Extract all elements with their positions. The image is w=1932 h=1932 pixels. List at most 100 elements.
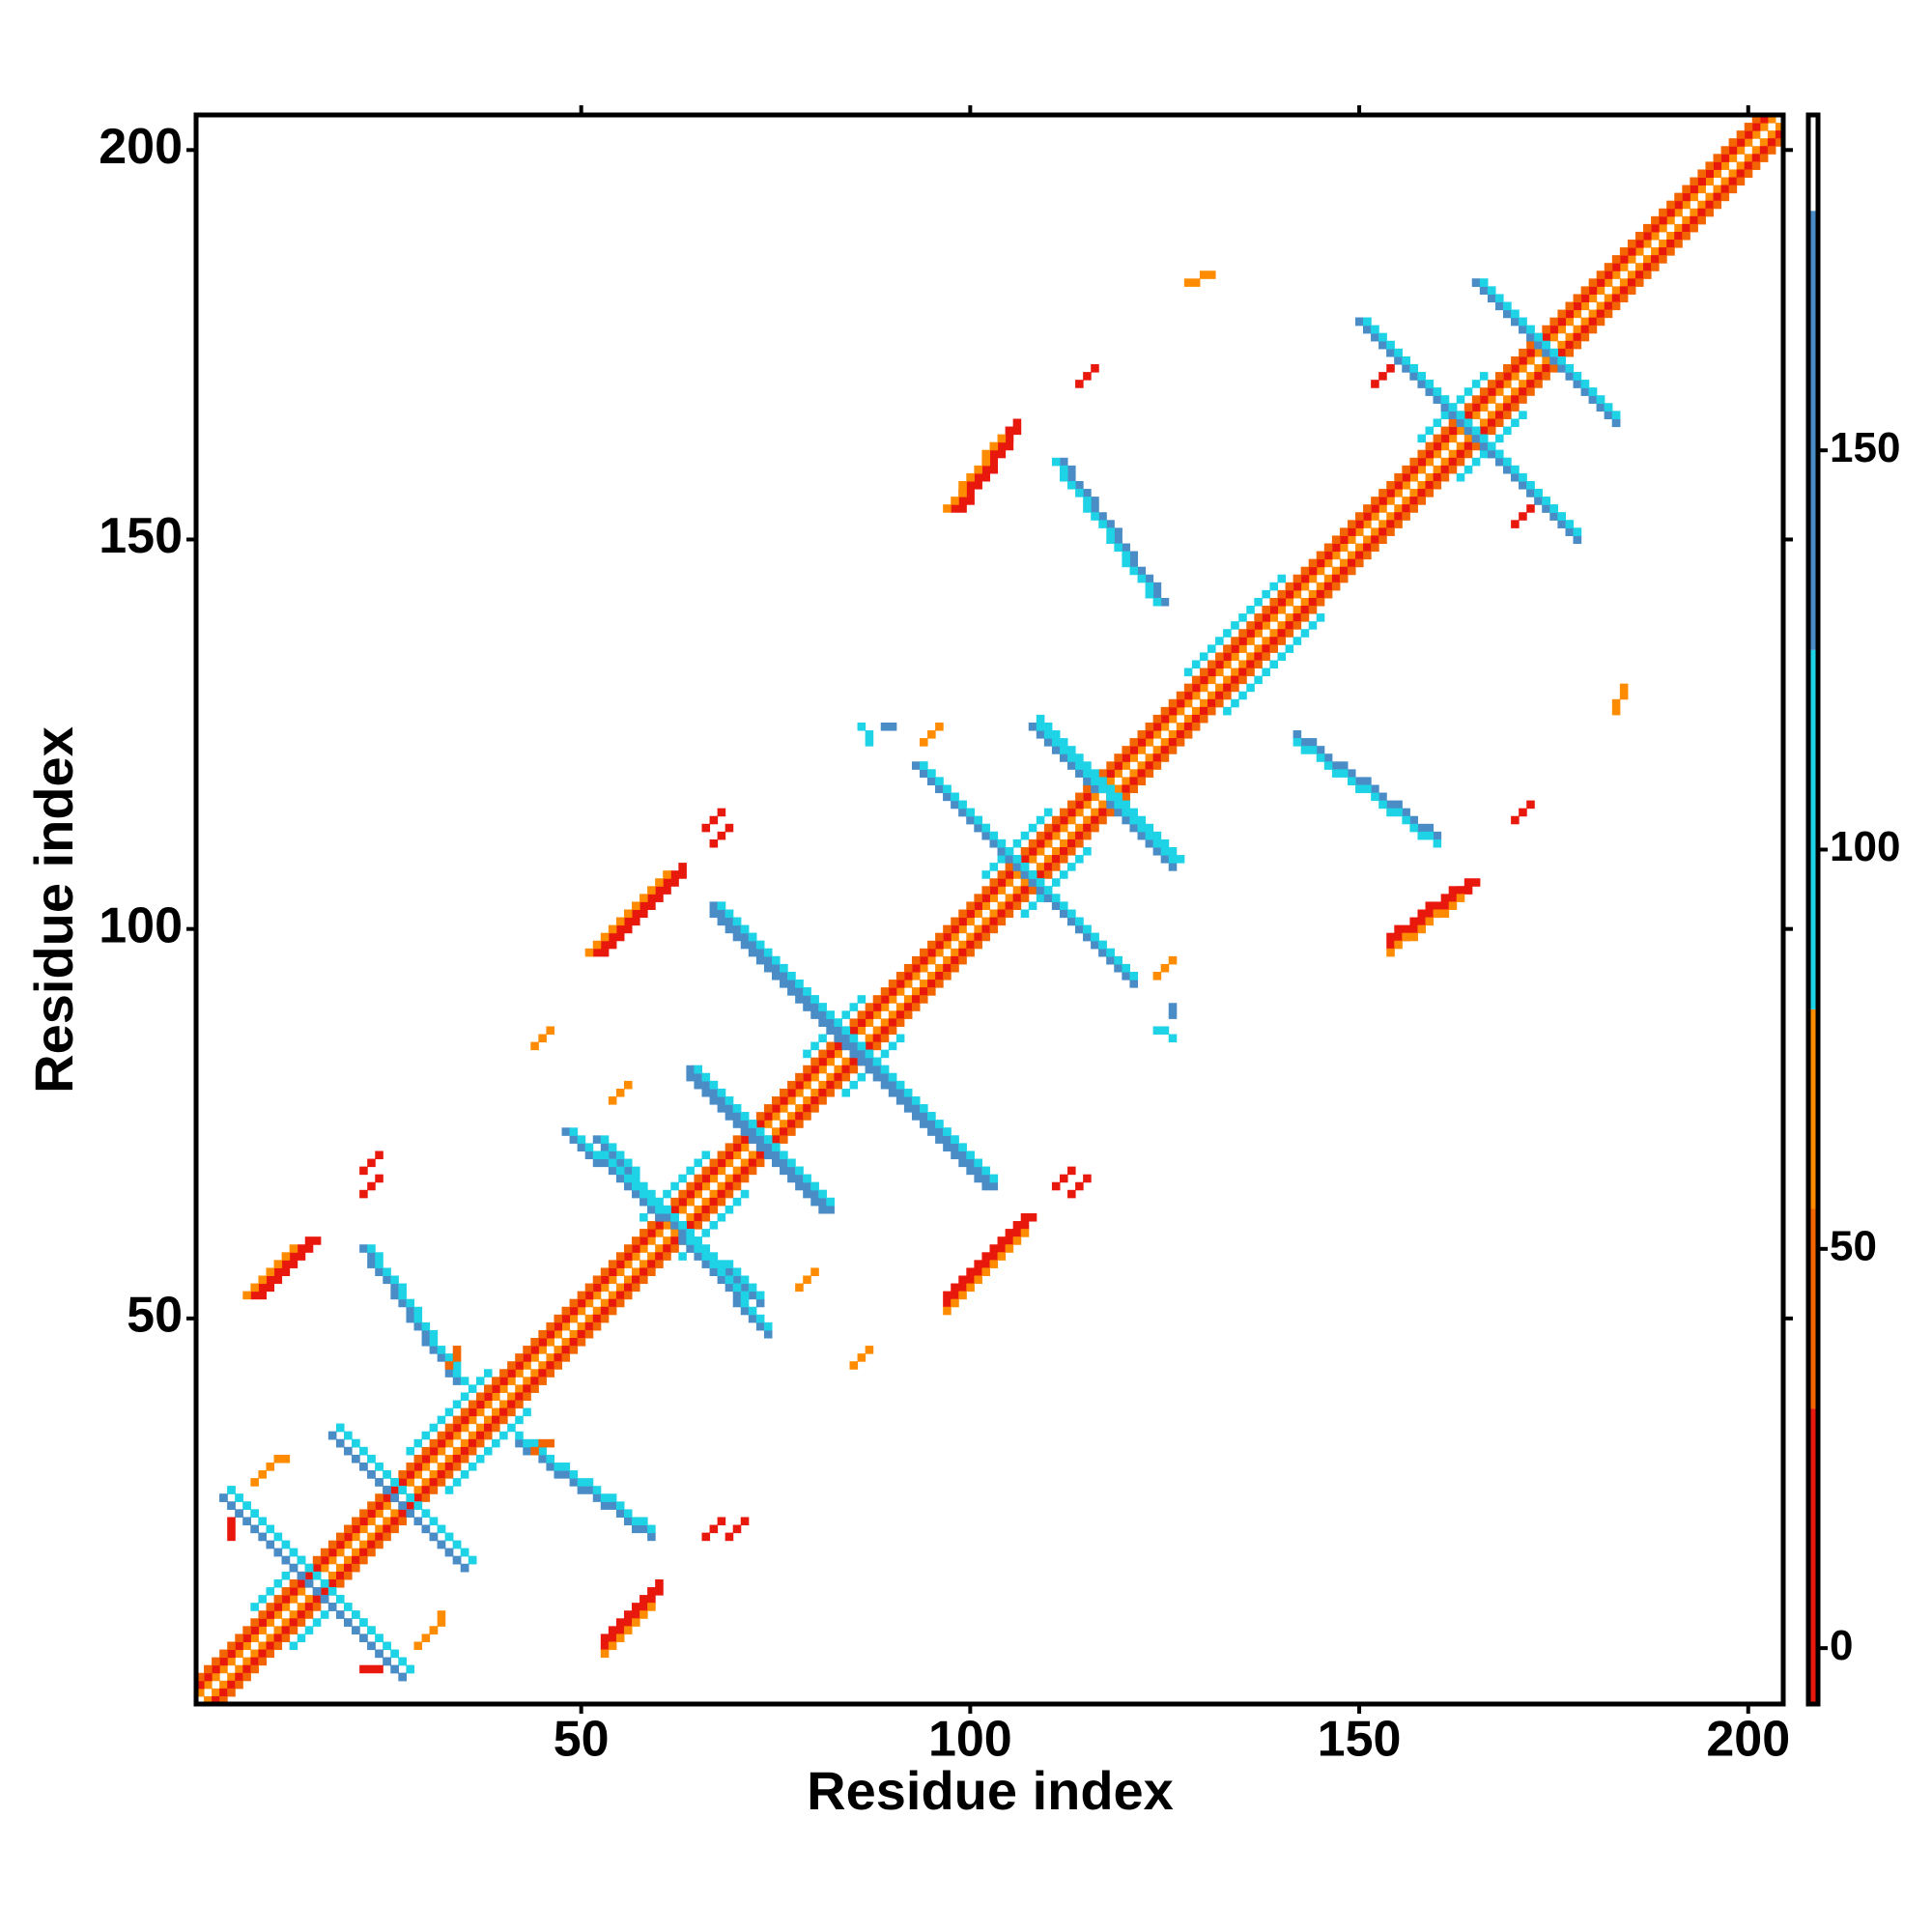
cell bbox=[686, 1065, 695, 1074]
cell bbox=[732, 1151, 742, 1160]
cell bbox=[1323, 558, 1333, 568]
cell bbox=[981, 901, 990, 910]
cell bbox=[1083, 769, 1092, 778]
cell bbox=[1697, 169, 1706, 179]
cell bbox=[755, 955, 765, 965]
cell bbox=[1619, 286, 1629, 295]
cell bbox=[1651, 215, 1660, 225]
cell bbox=[561, 1353, 571, 1362]
cell bbox=[1293, 574, 1302, 583]
cell bbox=[1720, 177, 1730, 186]
cell bbox=[1020, 1221, 1030, 1230]
cell bbox=[1565, 520, 1575, 528]
cell bbox=[1254, 629, 1263, 638]
cell bbox=[1440, 426, 1450, 436]
cell bbox=[1091, 823, 1099, 833]
cell bbox=[632, 1524, 640, 1534]
cell bbox=[623, 1260, 633, 1268]
cell bbox=[1246, 660, 1255, 669]
cell bbox=[1713, 192, 1722, 202]
cell bbox=[375, 1509, 384, 1518]
cell bbox=[740, 1143, 750, 1151]
cell bbox=[647, 886, 656, 895]
cell bbox=[951, 504, 959, 513]
cell bbox=[196, 1672, 205, 1682]
cell bbox=[834, 1034, 842, 1043]
cell bbox=[1339, 761, 1349, 770]
cell bbox=[320, 1595, 329, 1604]
cell bbox=[359, 1166, 368, 1176]
cell bbox=[755, 1143, 765, 1151]
cell bbox=[903, 1096, 913, 1105]
cell bbox=[663, 886, 671, 895]
cell bbox=[1199, 698, 1208, 708]
cell bbox=[951, 955, 959, 965]
cell bbox=[895, 1080, 905, 1090]
cell bbox=[452, 1431, 462, 1440]
cell bbox=[1604, 270, 1613, 279]
cell bbox=[600, 1306, 610, 1316]
cell bbox=[1269, 606, 1278, 614]
cell bbox=[327, 1603, 337, 1611]
cell bbox=[763, 1151, 773, 1160]
cell bbox=[841, 1057, 851, 1066]
cell bbox=[1394, 924, 1403, 934]
cell bbox=[1386, 527, 1395, 536]
cell bbox=[958, 800, 967, 810]
cell bbox=[592, 1151, 602, 1160]
cell bbox=[1634, 240, 1644, 248]
cell bbox=[1440, 441, 1450, 451]
cell bbox=[1573, 301, 1582, 311]
cell bbox=[1051, 457, 1061, 467]
cell bbox=[647, 1532, 656, 1542]
cell bbox=[592, 1321, 602, 1331]
cell bbox=[1043, 730, 1053, 739]
cell bbox=[974, 1267, 982, 1276]
cell bbox=[1744, 169, 1753, 179]
cell bbox=[1378, 520, 1387, 528]
cell bbox=[546, 1463, 554, 1471]
cell bbox=[1479, 418, 1489, 428]
cell bbox=[266, 1618, 275, 1627]
cell bbox=[981, 1174, 990, 1183]
cell bbox=[1262, 613, 1270, 622]
cell bbox=[584, 1486, 594, 1494]
cell bbox=[943, 784, 952, 794]
cell bbox=[655, 1260, 664, 1268]
cell bbox=[1363, 777, 1372, 785]
cell bbox=[1456, 441, 1465, 451]
cell bbox=[615, 1260, 625, 1268]
cell bbox=[732, 1267, 742, 1276]
cell bbox=[1191, 706, 1201, 716]
cell bbox=[312, 1236, 322, 1245]
cell bbox=[755, 1158, 765, 1168]
cell bbox=[1487, 294, 1496, 303]
cell bbox=[872, 1010, 882, 1019]
cell bbox=[1277, 621, 1287, 630]
cell bbox=[1666, 200, 1675, 210]
cell bbox=[1619, 247, 1629, 256]
cell bbox=[1005, 1229, 1014, 1237]
x-tick-label: 200 bbox=[1706, 1712, 1790, 1768]
cell bbox=[429, 1517, 439, 1526]
cell bbox=[1028, 870, 1037, 879]
cell bbox=[755, 1120, 765, 1128]
cell bbox=[981, 1267, 990, 1276]
cell bbox=[1231, 652, 1239, 661]
cell bbox=[1191, 683, 1201, 693]
cell bbox=[787, 1088, 796, 1097]
cell bbox=[663, 1236, 671, 1245]
cell bbox=[352, 1548, 360, 1557]
cell bbox=[951, 963, 959, 973]
cell bbox=[763, 1143, 773, 1151]
cell bbox=[834, 1080, 842, 1090]
cell bbox=[903, 1104, 913, 1113]
cell bbox=[1036, 730, 1045, 739]
cell bbox=[196, 1688, 205, 1697]
cell bbox=[1300, 582, 1310, 591]
cell bbox=[1386, 800, 1395, 810]
cell bbox=[312, 1563, 322, 1573]
cell bbox=[1160, 846, 1170, 856]
cell bbox=[826, 1041, 835, 1051]
cell bbox=[375, 1260, 384, 1268]
